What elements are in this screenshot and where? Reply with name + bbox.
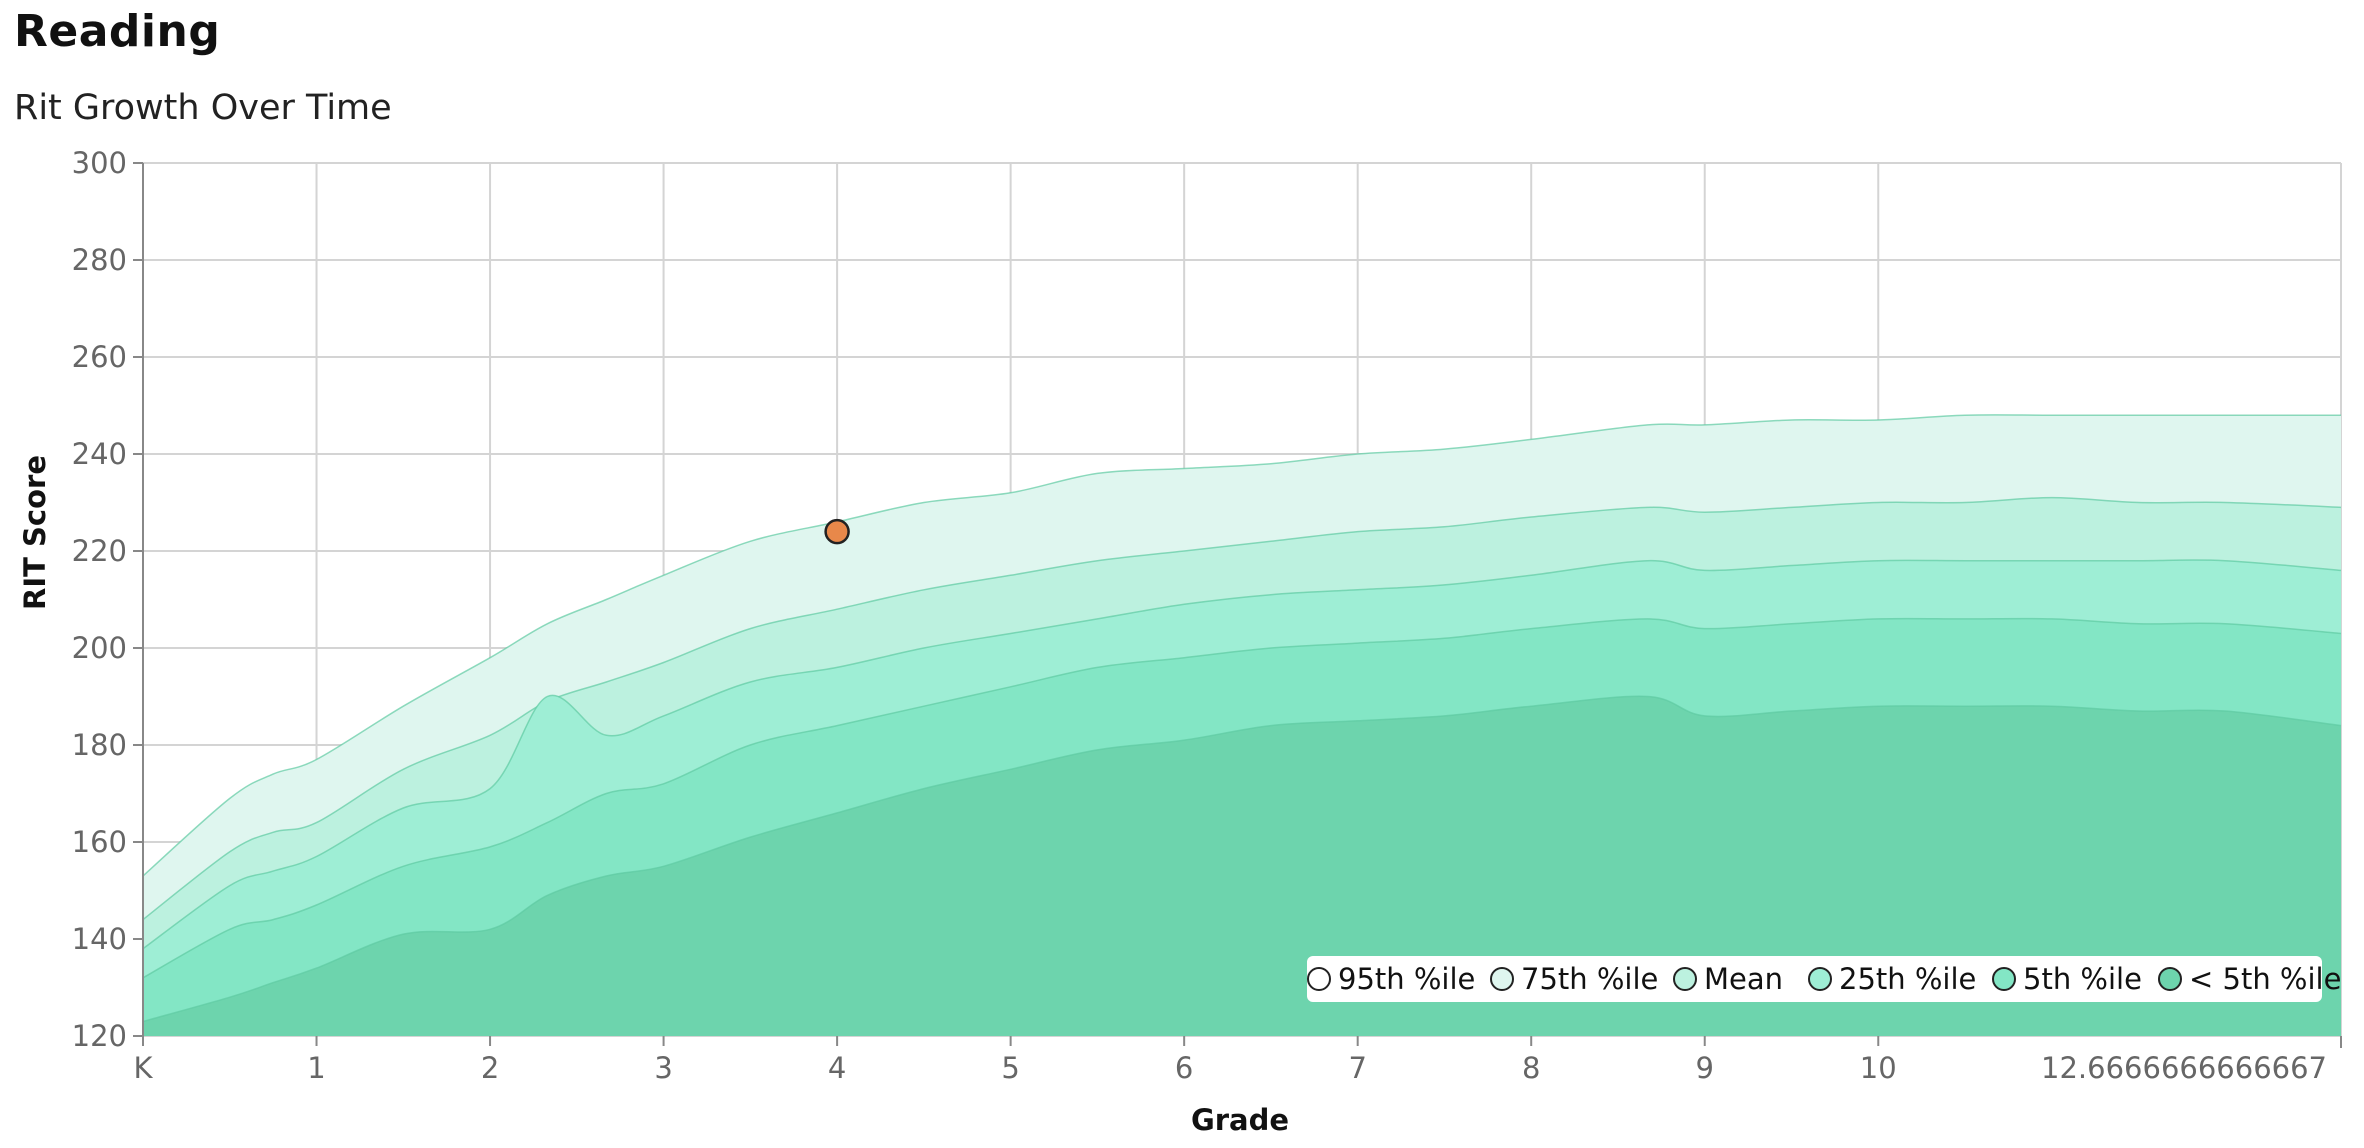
chart-subtitle: Rit Growth Over Time — [14, 88, 392, 128]
y-tick-label: 220 — [72, 534, 127, 568]
y-tick-label: 200 — [72, 631, 127, 665]
student-scores — [824, 518, 850, 545]
x-tick-label: 1 — [307, 1051, 325, 1085]
student-score-point[interactable] — [824, 518, 850, 545]
band-area-4 — [143, 696, 2341, 1036]
x-tick-label: K — [133, 1051, 153, 1085]
x-tick-label: 9 — [1696, 1051, 1714, 1085]
legend-label: < 5th %ile — [2189, 962, 2341, 996]
band-line-1 — [142, 496, 2342, 921]
x-tick-label: 8 — [1522, 1051, 1540, 1085]
y-tick-label: 260 — [72, 340, 127, 374]
legend-swatch — [1307, 967, 1331, 991]
x-tick-label: 12.6666666666667 — [2041, 1051, 2327, 1085]
chart-axes: 120 140 160 180 200 220 240 260 280 300 K 1 2 3 4 5 6 7 8 9… — [18, 146, 2342, 1137]
band-line-4 — [142, 695, 2342, 1023]
x-tick-label: 2 — [481, 1051, 499, 1085]
page-title: Reading — [14, 6, 221, 57]
y-tick-label: 240 — [72, 437, 127, 471]
x-tick-label: 6 — [1175, 1051, 1193, 1085]
y-tick-label: 160 — [72, 825, 127, 859]
chart-legend: 95th %ile 75th %ile Mean 25th %ile 5th %ile <… — [1307, 956, 2341, 1002]
legend-swatch — [1992, 967, 2016, 991]
x-tick-label: 5 — [1001, 1051, 1019, 1085]
y-tick-label: 280 — [72, 243, 127, 277]
y-tick-label: 140 — [72, 922, 127, 956]
band-line-3 — [142, 617, 2342, 979]
legend-label: 25th %ile — [1839, 962, 1976, 996]
legend-swatch — [1490, 967, 1514, 991]
y-tick-label: 180 — [72, 728, 127, 762]
legend-label: Mean — [1704, 962, 1783, 996]
legend-label: 5th %ile — [2023, 962, 2142, 996]
band-line-2 — [142, 559, 2342, 950]
y-tick-label: 300 — [72, 146, 127, 180]
x-tick-label: 4 — [828, 1051, 846, 1085]
y-tick-label: 120 — [72, 1019, 127, 1053]
x-axis-title: Grade — [1191, 1103, 1289, 1137]
x-tick-label: 10 — [1860, 1051, 1897, 1085]
percentile-bands — [142, 414, 2342, 1037]
x-tick-label: 7 — [1348, 1051, 1366, 1085]
legend-swatch — [1808, 967, 1832, 991]
band-line-0 — [142, 414, 2341, 877]
legend-label: 75th %ile — [1521, 962, 1658, 996]
x-tick-label: 3 — [654, 1051, 672, 1085]
legend-swatch — [2158, 967, 2182, 991]
y-axis-title: RIT Score — [18, 455, 52, 610]
legend-swatch — [1673, 967, 1697, 991]
legend-label: 95th %ile — [1338, 962, 1475, 996]
